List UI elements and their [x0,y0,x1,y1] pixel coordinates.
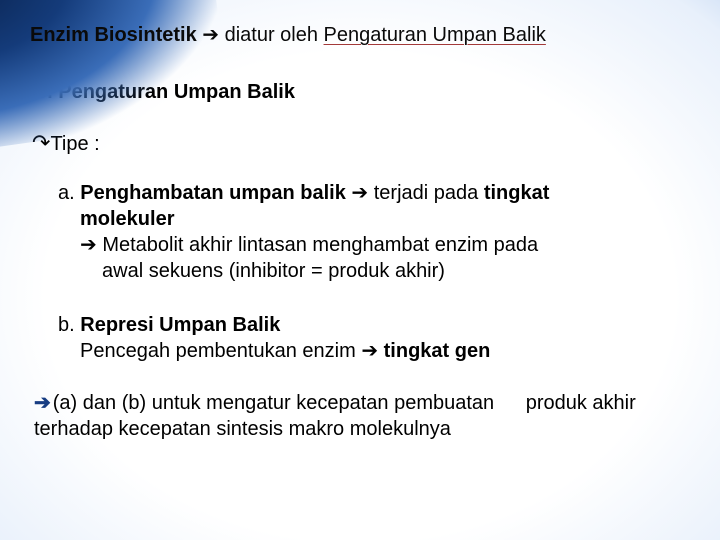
conclusion-line1: (a) dan (b) untuk mengatur kecepatan pem… [53,392,494,414]
section-heading: 3. Pengaturan Umpan Balik [36,81,690,104]
item-b-prefix: b. [58,314,80,336]
item-a-bold2: tingkat [484,182,550,204]
conclusion: ➔(a) dan (b) untuk mengatur kecepatan pe… [34,390,690,442]
item-a-prefix: a. [58,182,80,204]
arrow-right-bold-icon: ➔ [34,392,51,414]
slide-title: Enzim Biosintetik ➔ diatur oleh Pengatur… [30,22,690,47]
item-a-sub: ➔ Metabolit akhir lintasan menghambat en… [80,232,690,258]
arrow-right-icon: ➔ [202,24,219,46]
slide: Enzim Biosintetik ➔ diatur oleh Pengatur… [0,0,720,540]
item-b-bold2: tingkat gen [378,340,490,362]
item-a-line2: molekuler [80,206,690,232]
item-a-bold1: Penghambatan umpan balik [80,182,351,204]
item-b: b. Represi Umpan Balik Pencegah pembentu… [58,312,690,364]
tipe-label: Tipe : [50,133,99,155]
item-b-bold1: Represi Umpan Balik [80,314,280,336]
arrow-right-icon: ➔ [80,234,97,256]
title-bold: Enzim Biosintetik [30,24,202,46]
tipe-line: ↷Tipe : [32,130,690,156]
title-underlined: Pengaturan Umpan Balik [324,24,546,46]
item-a-mid: terjadi pada [368,182,484,204]
item-b-line2: Pencegah pembentukan enzim ➔ tingkat gen [80,338,690,364]
item-a-subtext1: Metabolit akhir lintasan menghambat enzi… [97,234,538,256]
item-a-bold2b: molekuler [80,208,174,230]
title-after-arrow: diatur oleh [219,24,324,46]
item-a: a. Penghambatan umpan balik ➔ terjadi pa… [58,180,690,284]
item-b-line2a: Pencegah pembentukan enzim [80,340,361,362]
item-a-subtext2: awal sekuens (inhibitor = produk akhir) [102,260,445,282]
arrow-right-icon: ➔ [361,340,378,362]
bullet-swirl-icon: ↷ [32,130,50,155]
arrow-right-icon: ➔ [351,182,368,204]
